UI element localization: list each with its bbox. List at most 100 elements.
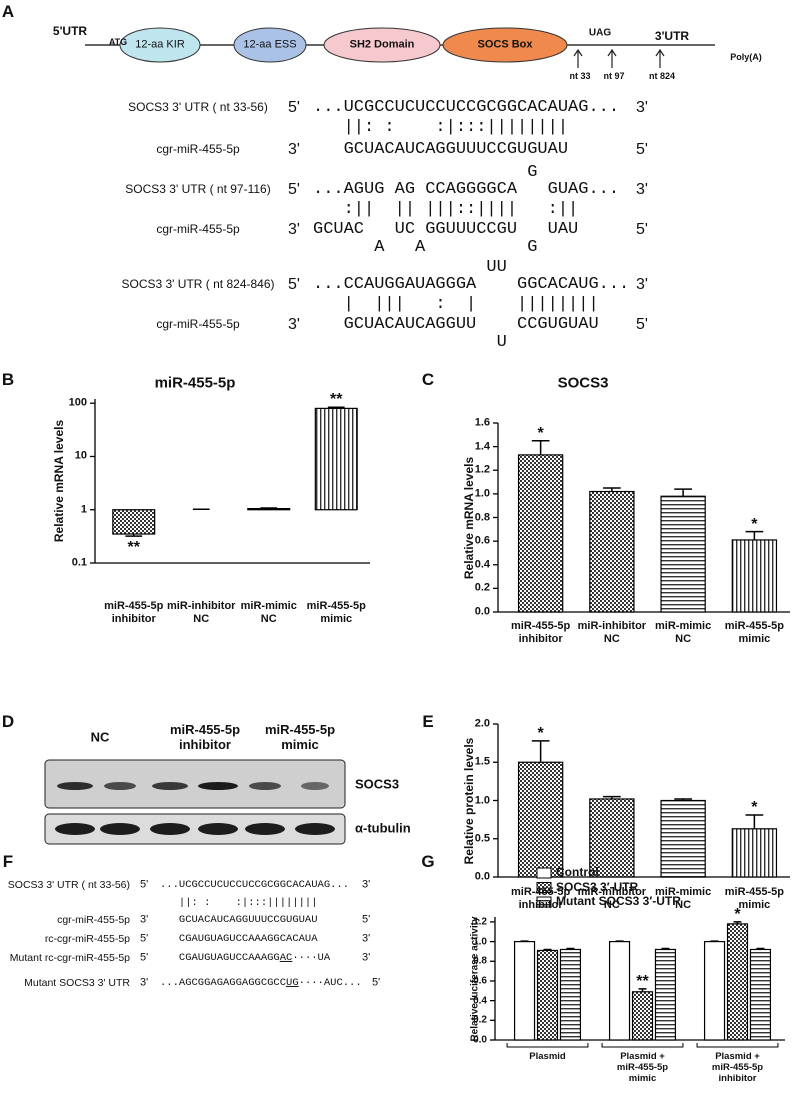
- strand-end: 3': [140, 913, 149, 926]
- error-bar: [756, 947, 765, 950]
- sequence: ...AGCGGAGAGGAGGCGCCUG····AUC...: [160, 977, 362, 989]
- sequence-label: cgr-miR-455-5p: [57, 913, 130, 926]
- error-bar: [531, 439, 550, 455]
- error-bar: [733, 921, 742, 924]
- site-arrow: [655, 48, 665, 68]
- band: [57, 782, 93, 790]
- significance: *: [751, 798, 758, 816]
- strand-end: 5': [362, 913, 371, 926]
- y-tick-label: 0.8: [474, 511, 490, 524]
- domain-label: 12-aa ESS: [243, 38, 297, 51]
- band: [249, 782, 281, 790]
- error-bar: [674, 488, 692, 497]
- y-tick-label: 0.8: [473, 955, 487, 967]
- y-tick-label: 1.0: [474, 487, 490, 500]
- bar: [660, 495, 706, 613]
- x-tick-label: miR-455-5p mimic: [724, 886, 785, 911]
- legend-label: SOCS3 3′-UTR: [556, 879, 639, 894]
- sequence: GCUACAUCAGGUUUCCGUGUAU: [313, 140, 569, 160]
- legend-swatch: [536, 882, 552, 893]
- x-tick-label: Plasmid + miR-455-5p inhibitor: [711, 1051, 764, 1084]
- error-bar: [327, 406, 345, 409]
- blot-frame: [44, 759, 346, 809]
- sequence-label: SOCS3 3' UTR ( nt 33-56): [7, 878, 130, 891]
- bar: [608, 940, 631, 1041]
- band: [104, 782, 136, 790]
- strand-end: 3': [362, 878, 371, 891]
- bulge: A A G: [313, 238, 538, 258]
- y-tick-label: 1.2: [473, 916, 487, 928]
- label: Poly(A): [730, 51, 762, 62]
- bulge: UU: [313, 258, 507, 278]
- bar: [513, 940, 536, 1041]
- x-tick-label: miR-455-5p inhibitor: [104, 600, 164, 625]
- site-label: nt 33: [569, 70, 591, 81]
- band: [301, 782, 329, 790]
- bar: [731, 828, 778, 878]
- sequence: ...UCGCCUCUCCUCCGCGGCACAUAG...: [160, 878, 350, 891]
- error-bar: [745, 530, 764, 540]
- x-tick-label: miR-inhibitor NC: [577, 620, 647, 645]
- bulge: U: [313, 333, 507, 353]
- band: [198, 782, 238, 790]
- sequence: ...CCAUGGAUAGGGA GGCACAUG...: [313, 275, 630, 295]
- strand-end: 3': [636, 98, 648, 116]
- strand-end: 3': [288, 140, 300, 158]
- y-axis-label: Relative luciferase activity: [469, 915, 481, 1042]
- panel-label: D: [1, 712, 15, 732]
- y-tick-label: 0.0: [473, 1034, 487, 1046]
- bar: [517, 454, 564, 613]
- legend-label: Control: [556, 865, 599, 880]
- panel-label: C: [421, 370, 435, 390]
- pairing: | ||| : | ||||||||: [313, 295, 599, 315]
- blot-group: miR-455-5p inhibitor: [169, 722, 241, 752]
- sequence: GCUACAUCAGGUUUCCGUGUAU: [160, 913, 318, 926]
- bar: [517, 761, 564, 878]
- significance: *: [537, 424, 544, 442]
- domain: [323, 27, 441, 63]
- y-tick-label: 1.0: [474, 794, 490, 807]
- sequence-label: rc-cgr-miR-455-5p: [44, 932, 130, 945]
- sequence: GCUAC UC GGUUUCCGU UAU: [313, 220, 579, 240]
- strand-end: 5': [636, 220, 648, 238]
- group-bracket: [696, 1043, 779, 1048]
- y-tick-label: 0.5: [474, 832, 490, 845]
- x-tick-label: miR-mimic NC: [240, 600, 297, 625]
- error-bar: [603, 795, 621, 799]
- bar: [247, 508, 291, 511]
- strand-end: 5': [288, 180, 300, 198]
- significance: *: [751, 515, 758, 533]
- error-bar: [531, 740, 550, 763]
- bar: [726, 923, 749, 1041]
- strand-end: 3': [140, 976, 149, 989]
- panel-label: E: [422, 712, 434, 732]
- strand-end: 5': [140, 951, 149, 964]
- sequence-part: ...AGCGGAGAGGAGGCGCC: [160, 976, 287, 989]
- error-bar: [638, 988, 647, 992]
- strand-end: 5': [636, 315, 648, 333]
- sequence: CGAUGUAGUCCAAAGGAC····UA: [160, 952, 330, 964]
- band: [152, 782, 188, 790]
- y-axis-label: Relative mRNA levels: [462, 456, 477, 579]
- label: UAG: [588, 27, 612, 39]
- group-bracket: [601, 1043, 684, 1048]
- x-tick-label: miR-455-5p mimic: [306, 600, 366, 625]
- y-tick-label: 0.4: [474, 558, 490, 571]
- bar: [749, 948, 772, 1041]
- significance: **: [330, 391, 343, 409]
- error-bar: [674, 798, 692, 801]
- y-axis-label: Relative protein levels: [462, 737, 477, 864]
- pairing: :|| || |||::|||| :||: [313, 200, 579, 220]
- y-tick-label: 1.2: [474, 463, 490, 476]
- domain-label: SOCS Box: [477, 38, 533, 51]
- y-tick-label: 10: [74, 450, 87, 463]
- sequence-part: ····UA: [292, 951, 331, 964]
- bar: [731, 539, 778, 613]
- label: ATG: [108, 36, 128, 47]
- strand-end: 3': [636, 180, 648, 198]
- bar: [314, 407, 358, 511]
- band: [55, 823, 95, 835]
- y-tick-label: 0.4: [473, 994, 487, 1006]
- strand-end: 3': [288, 220, 300, 238]
- domain-label: 12-aa KIR: [135, 38, 185, 51]
